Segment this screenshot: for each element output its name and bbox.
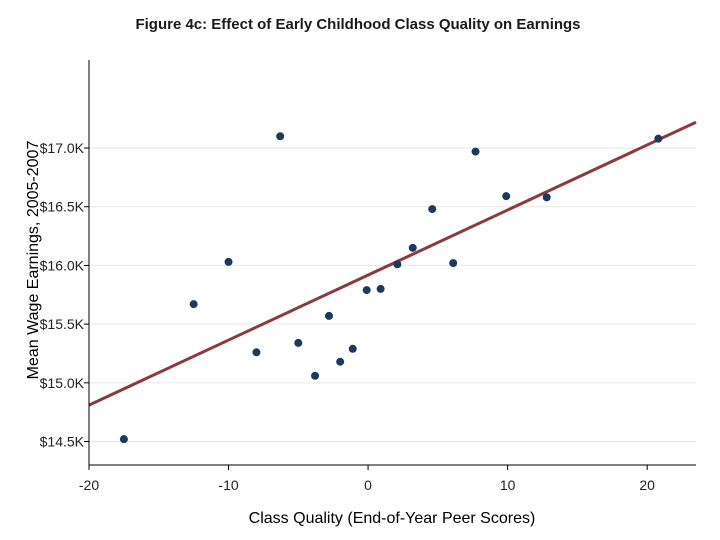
data-point	[348, 344, 357, 353]
chart-title: Figure 4c: Effect of Early Childhood Cla…	[135, 16, 580, 33]
data-point	[393, 260, 402, 269]
data-point	[502, 192, 511, 201]
data-point	[336, 357, 345, 366]
data-point	[449, 259, 458, 268]
y-tick-label: $16.5K	[40, 199, 85, 215]
y-tick-label: $16.0K	[40, 257, 85, 273]
axes	[84, 60, 696, 470]
y-tick-label: $15.0K	[40, 375, 85, 391]
data-point	[654, 134, 663, 143]
data-point	[362, 286, 371, 295]
x-tick-label: -10	[218, 477, 238, 493]
y-tick-label: $17.0K	[40, 140, 85, 156]
data-point	[294, 338, 303, 347]
x-tick-label: 10	[500, 477, 516, 493]
data-point	[224, 257, 233, 266]
fit-line-layer	[88, 120, 697, 407]
y-tick-label: $15.5K	[40, 316, 85, 332]
x-tick-label: -20	[79, 477, 99, 493]
data-point	[276, 132, 285, 141]
data-points	[119, 132, 663, 444]
x-tick-label: 20	[639, 477, 655, 493]
data-point	[119, 435, 128, 444]
data-point	[325, 311, 334, 320]
data-point	[408, 243, 417, 252]
data-point	[189, 300, 198, 309]
data-point	[542, 193, 551, 202]
x-tick-label: 0	[364, 477, 372, 493]
data-point	[471, 147, 480, 156]
tick-labels: $14.5K $15.0K $15.5K $16.0K $16.5K $17.0K -20 -…	[40, 140, 656, 493]
y-axis-label: Mean Wage Earnings, 2005-2007	[25, 141, 42, 380]
data-point	[376, 284, 385, 293]
data-point	[311, 371, 320, 380]
x-axis-label: Class Quality (End-of-Year Peer Scores)	[249, 510, 536, 527]
grid	[89, 147, 696, 443]
data-point	[428, 205, 437, 214]
fit-line	[88, 120, 697, 407]
data-point	[252, 348, 261, 357]
y-tick-label: $14.5K	[40, 434, 85, 450]
